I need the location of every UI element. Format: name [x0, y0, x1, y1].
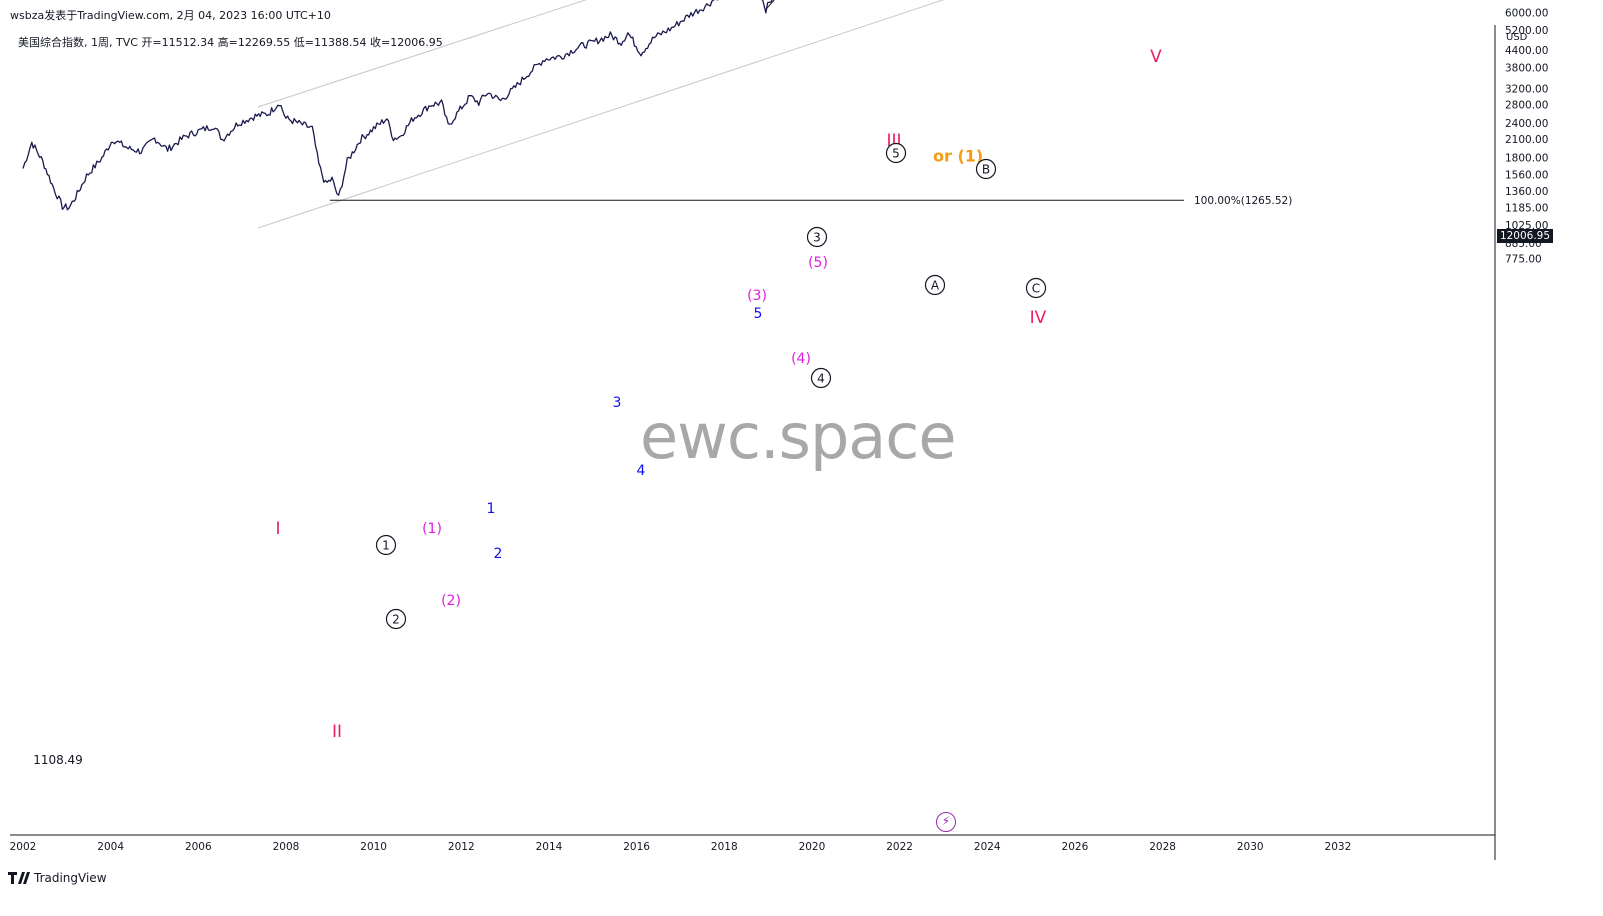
- price-series-line: [22, 0, 773, 211]
- price-tick-label: 775.00: [1505, 254, 1542, 266]
- channel-upper-line: [257, 0, 587, 108]
- wave-label: 1108.49: [33, 753, 83, 767]
- wave-label: V: [1150, 47, 1162, 67]
- time-tick-label: 2002: [10, 841, 37, 853]
- wedge-drawing: [765, 0, 775, 10]
- time-tick-label: 2010: [360, 841, 387, 853]
- price-tick-label: 6000.00: [1505, 8, 1548, 20]
- time-tick-label: 2004: [97, 841, 124, 853]
- last-price-tag: 12006.95: [1497, 229, 1553, 243]
- wave-circle-label: A: [931, 279, 940, 293]
- time-tick-label: 2006: [185, 841, 212, 853]
- time-tick-label: 2014: [536, 841, 563, 853]
- publisher-line: wsbza发表于TradingView.com, 2月 04, 2023 16:…: [10, 9, 331, 22]
- channel-lower-line: [257, 0, 945, 229]
- wave-label: 2: [494, 546, 503, 562]
- fib-level-label: 100.00%(1265.52): [1194, 195, 1292, 207]
- time-tick-label: 2018: [711, 841, 738, 853]
- time-tick-label: 2012: [448, 841, 475, 853]
- wave-label: 1: [487, 501, 496, 517]
- wave-label: 5: [754, 306, 763, 322]
- wave-label: or (1): [933, 147, 983, 166]
- wave-circle-marker: [810, 367, 832, 389]
- tradingview-logo-icon: [8, 872, 30, 884]
- wave-label: 4: [637, 463, 646, 479]
- price-tick-label: 1360.00: [1505, 186, 1548, 198]
- time-tick-label: 2016: [623, 841, 650, 853]
- wave-circle-label: 4: [817, 372, 825, 386]
- wave-circle-marker: [924, 274, 946, 296]
- wave-circle-label: C: [1032, 282, 1040, 296]
- price-tick-label: 1185.00: [1505, 203, 1548, 215]
- wave-circle-label: B: [982, 163, 990, 177]
- price-tick-label: 2800.00: [1505, 99, 1548, 111]
- wave-circle-marker: [806, 226, 828, 248]
- wave-circle-marker: [885, 142, 907, 164]
- wave-circle-label: 5: [892, 147, 900, 161]
- wave-label: I: [275, 519, 280, 539]
- fib-level-label: 61.80%(6975.16): [1194, 0, 1286, 2]
- price-tick-label: 5200.00: [1505, 25, 1548, 37]
- footer-brand-label: TradingView: [34, 871, 107, 885]
- symbol-ohlc-line: 美国综合指数, 1周, TVC 开=11512.34 高=12269.55 低=…: [18, 36, 443, 49]
- price-tick-label: 2400.00: [1505, 118, 1548, 130]
- wave-label: (2): [441, 593, 461, 609]
- price-tick-label: 7000.00: [1505, 0, 1548, 1]
- time-tick-label: 2032: [1325, 841, 1352, 853]
- price-tick-label: 1560.00: [1505, 170, 1548, 182]
- events-bolt-icon[interactable]: ⚡: [936, 812, 956, 832]
- time-tick-label: 2030: [1237, 841, 1264, 853]
- time-tick-label: 2022: [886, 841, 913, 853]
- watermark: ewc.space: [640, 400, 957, 473]
- price-tick-label: 1800.00: [1505, 152, 1548, 164]
- wave-circle-marker: [385, 608, 407, 630]
- wave-label: (3): [747, 288, 767, 304]
- wave-label: (1): [422, 521, 442, 537]
- price-tick-label: 2100.00: [1505, 134, 1548, 146]
- currency-label: USD: [1506, 32, 1528, 43]
- wave-label: IV: [1030, 308, 1047, 328]
- wave-circle-label: 1: [382, 539, 390, 553]
- wave-label: II: [332, 722, 342, 742]
- footer-brand[interactable]: TradingView: [8, 871, 107, 885]
- wave-circle-marker: [975, 158, 997, 180]
- wave-circle-label: 3: [813, 231, 821, 245]
- price-tick-label: 3200.00: [1505, 83, 1548, 95]
- wave-label: 3: [613, 395, 622, 411]
- time-tick-label: 2026: [1062, 841, 1089, 853]
- wave-label: (4): [791, 351, 811, 367]
- time-tick-label: 2024: [974, 841, 1001, 853]
- price-tick-label: 3800.00: [1505, 63, 1548, 75]
- wave-circle-label: 2: [392, 613, 400, 627]
- wave-circle-marker: [375, 534, 397, 556]
- time-tick-label: 2020: [799, 841, 826, 853]
- wave-label: (5): [808, 255, 828, 271]
- time-tick-label: 2028: [1149, 841, 1176, 853]
- time-tick-label: 2008: [273, 841, 300, 853]
- wave-circle-marker: [1025, 277, 1047, 299]
- price-tick-label: 4400.00: [1505, 45, 1548, 57]
